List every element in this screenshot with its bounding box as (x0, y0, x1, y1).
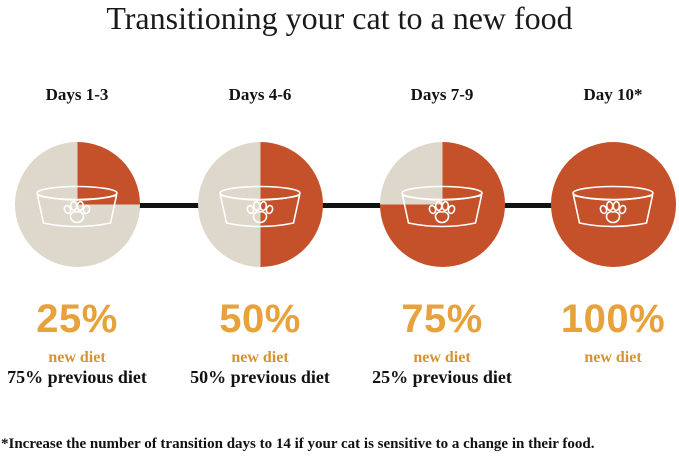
new-diet-label: new diet (48, 349, 106, 366)
new-diet-label: new diet (413, 349, 471, 366)
previous-diet-label: 75% previous diet (7, 367, 147, 387)
new-diet-label: new diet (231, 349, 289, 366)
previous-diet-label: 25% previous diet (372, 367, 512, 387)
stage-column-days-4-6: Days 4-6 50% new diet 50% previous diet (175, 0, 345, 457)
percent-new-diet: 25% (36, 297, 118, 341)
new-diet-label: new diet (584, 349, 642, 366)
diet-pie-chart (550, 142, 676, 267)
percent-new-diet: 50% (219, 297, 301, 341)
page-title: Transitioning your cat to a new food (106, 0, 573, 36)
diet-pie-chart (379, 142, 505, 267)
pet-bowl-paw-icon (401, 185, 483, 228)
percent-new-diet: 75% (401, 297, 483, 341)
pet-bowl-paw-icon (572, 185, 654, 228)
pet-bowl-paw-icon (36, 185, 118, 228)
diet-pie-chart (14, 142, 140, 267)
stage-label: Day 10* (583, 85, 643, 104)
stage-label: Days 7-9 (410, 85, 474, 104)
footnote: *Increase the number of transition days … (1, 436, 595, 452)
timeline-connector (77, 203, 613, 208)
stage-label: Days 1-3 (45, 85, 109, 104)
pet-bowl-paw-icon (219, 185, 301, 228)
diet-pie-chart (197, 142, 323, 267)
stage-column-days-7-9: Days 7-9 75% new diet 25% previous diet (357, 0, 527, 457)
stage-column-days-1-3: Days 1-3 25% new diet 75% previous diet (0, 0, 162, 457)
previous-diet-label: 50% previous diet (190, 367, 330, 387)
percent-new-diet: 100% (560, 297, 666, 341)
stage-label: Days 4-6 (228, 85, 292, 104)
stage-column-day-10: Day 10* 100% new diet (528, 0, 679, 457)
